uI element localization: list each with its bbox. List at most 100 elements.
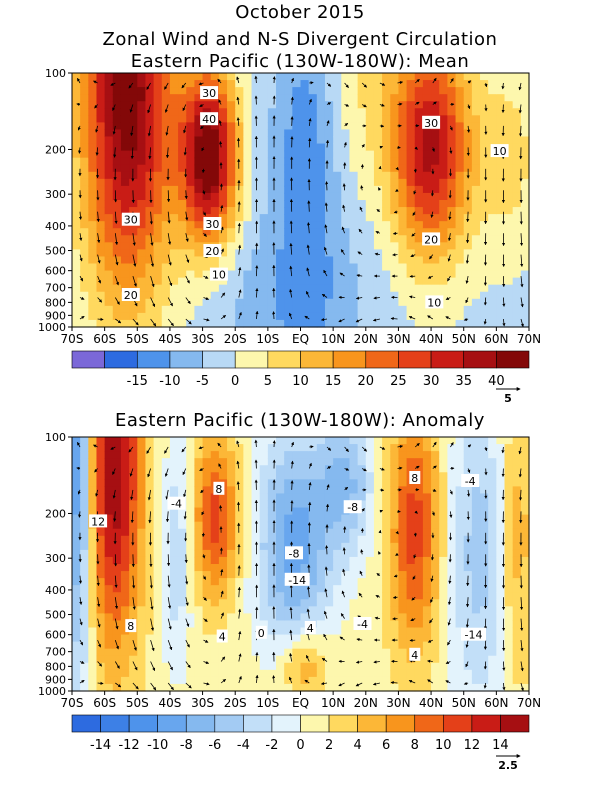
field-cell (512, 80, 522, 88)
field-cell (276, 486, 285, 495)
field-cell (382, 228, 391, 236)
field-cell (259, 221, 269, 229)
field-cell (276, 270, 285, 279)
field-cell (251, 108, 261, 116)
field-cell (316, 284, 326, 293)
vector-arrow (200, 489, 204, 494)
field-cell (137, 542, 147, 551)
field-cell (259, 437, 269, 445)
vector-arrow (97, 254, 101, 264)
field-cell (276, 115, 285, 123)
field-cell (471, 115, 481, 123)
field-cell (390, 662, 400, 671)
field-cell (422, 571, 432, 579)
field-cell (308, 564, 318, 572)
field-cell (520, 164, 530, 173)
field-cell (129, 94, 138, 102)
field-cell (227, 634, 236, 643)
field-cell (104, 514, 114, 523)
field-cell (333, 164, 342, 173)
field-cell (235, 298, 244, 307)
field-cell (259, 592, 269, 600)
field-cell (512, 606, 522, 614)
vector-arrow (132, 233, 136, 246)
field-cell (112, 627, 122, 636)
field-cell (251, 521, 261, 530)
field-cell (414, 143, 424, 152)
field-cell (259, 528, 269, 537)
field-cell (471, 655, 481, 664)
field-cell (520, 571, 530, 579)
field-cell (153, 94, 163, 102)
field-cell (308, 486, 318, 495)
contour-label: 10 (212, 269, 226, 282)
field-cell (333, 606, 342, 614)
field-cell (161, 150, 171, 159)
field-cell (333, 493, 342, 502)
field-cell (316, 214, 326, 222)
field-cell (373, 164, 383, 173)
field-cell (357, 291, 367, 300)
field-cell (202, 472, 212, 480)
field-cell (267, 486, 277, 495)
vector-arrow (132, 275, 137, 287)
field-cell (463, 256, 473, 265)
field-cell (308, 444, 318, 452)
field-cell (72, 486, 81, 495)
field-cell (496, 94, 506, 102)
y-tick-label: 500 (45, 245, 66, 258)
field-cell (120, 277, 130, 286)
field-cell (390, 641, 400, 650)
field-cell (120, 192, 130, 201)
field-cell (153, 136, 163, 145)
field-cell (145, 641, 155, 650)
field-cell (227, 291, 236, 300)
field-cell (512, 87, 522, 95)
field-cell (227, 571, 236, 579)
anomaly-panel-field (72, 437, 530, 692)
field-cell (333, 599, 342, 607)
field-cell (341, 150, 351, 159)
field-cell (235, 277, 244, 286)
field-cell (243, 620, 253, 629)
field-cell (145, 73, 155, 81)
field-cell (308, 606, 318, 614)
field-cell (129, 200, 138, 208)
field-cell (447, 627, 457, 636)
field-cell (186, 620, 196, 629)
field-cell (439, 291, 448, 300)
field-cell (398, 312, 408, 321)
field-cell (382, 122, 391, 131)
field-cell (406, 270, 416, 279)
field-cell (390, 129, 400, 138)
field-cell (178, 655, 187, 664)
field-cell (243, 263, 253, 272)
contour-label: 4 (307, 622, 314, 635)
vector-arrow (110, 82, 116, 86)
field-cell (398, 228, 408, 236)
vector-arrow (220, 656, 226, 662)
field-cell (455, 465, 465, 473)
field-cell (161, 200, 171, 208)
field-cell (218, 298, 228, 307)
field-cell (96, 634, 106, 643)
field-cell (520, 284, 530, 293)
field-cell (161, 458, 171, 466)
vector-arrow (97, 618, 101, 628)
field-cell (218, 578, 228, 586)
field-cell (414, 284, 424, 293)
field-cell (373, 535, 383, 544)
field-cell (480, 101, 489, 109)
field-cell (120, 549, 130, 558)
field-cell (324, 606, 334, 614)
field-cell (496, 87, 506, 95)
field-cell (153, 500, 163, 509)
field-cell (243, 641, 253, 650)
field-cell (194, 277, 204, 286)
field-cell (145, 207, 155, 215)
field-cell (324, 242, 334, 250)
field-cell (308, 277, 318, 286)
field-cell (292, 178, 302, 187)
colorbar-label: 30 (423, 374, 440, 389)
field-cell (316, 472, 326, 480)
